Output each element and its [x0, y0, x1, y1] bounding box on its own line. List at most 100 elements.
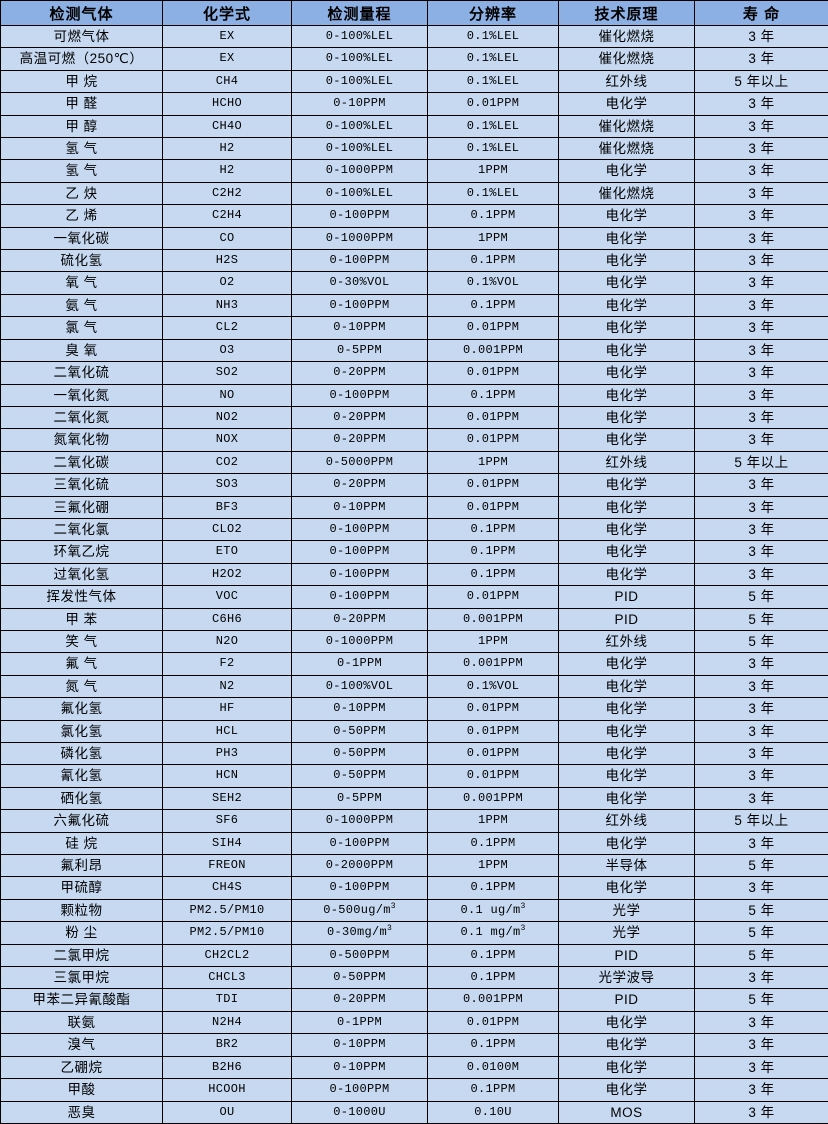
- cell-technology: 电化学: [559, 675, 695, 697]
- cell-formula: N2O: [163, 630, 292, 652]
- cell-technology: 电化学: [559, 384, 695, 406]
- cell-technology: 电化学: [559, 227, 695, 249]
- cell-lifetime: 3 年: [695, 743, 828, 765]
- cell-resolution: 0.1%VOL: [428, 675, 559, 697]
- cell-name: 硅 烷: [1, 832, 163, 854]
- cell-name: 恶臭: [1, 1101, 163, 1123]
- cell-range: 0-100PPM: [292, 384, 428, 406]
- cell-range: 0-10PPM: [292, 317, 428, 339]
- cell-name: 氟化氢: [1, 698, 163, 720]
- cell-formula: PM2.5/PM10: [163, 922, 292, 944]
- cell-lifetime: 3 年: [695, 765, 828, 787]
- cell-name: 氢 气: [1, 138, 163, 160]
- cell-range: 0-100PPM: [292, 294, 428, 316]
- cell-name: 氮 气: [1, 675, 163, 697]
- cell-name: 甲酸: [1, 1079, 163, 1101]
- cell-name: 氢 气: [1, 160, 163, 182]
- column-header-gas-name: 检测气体: [1, 1, 163, 26]
- cell-formula: C2H4: [163, 205, 292, 227]
- cell-lifetime: 3 年: [695, 138, 828, 160]
- cell-range: 0-500PPM: [292, 944, 428, 966]
- cell-range: 0-100%VOL: [292, 675, 428, 697]
- cell-resolution: 0.1%LEL: [428, 138, 559, 160]
- cell-resolution: 0.1PPM: [428, 1079, 559, 1101]
- cell-range: 0-50PPM: [292, 743, 428, 765]
- cell-formula: ETO: [163, 541, 292, 563]
- cell-name: 二氯甲烷: [1, 944, 163, 966]
- cell-technology: 电化学: [559, 653, 695, 675]
- cell-range: 0-20PPM: [292, 989, 428, 1011]
- cell-technology: 电化学: [559, 1056, 695, 1078]
- cell-formula: SIH4: [163, 832, 292, 854]
- cell-technology: 电化学: [559, 877, 695, 899]
- cell-lifetime: 3 年: [695, 720, 828, 742]
- cell-formula: C6H6: [163, 608, 292, 630]
- cell-lifetime: 3 年: [695, 272, 828, 294]
- cell-lifetime: 3 年: [695, 205, 828, 227]
- cell-name: 二氧化硫: [1, 362, 163, 384]
- cell-technology: 电化学: [559, 339, 695, 361]
- cell-formula: BF3: [163, 496, 292, 518]
- cell-lifetime: 3 年: [695, 1034, 828, 1056]
- cell-resolution: 0.1PPM: [428, 205, 559, 227]
- cell-formula: PH3: [163, 743, 292, 765]
- cell-lifetime: 3 年: [695, 1101, 828, 1123]
- cell-technology: 半导体: [559, 855, 695, 877]
- cell-lifetime: 3 年: [695, 675, 828, 697]
- cell-resolution: 0.01PPM: [428, 429, 559, 451]
- cell-technology: 电化学: [559, 474, 695, 496]
- cell-resolution: 0.10U: [428, 1101, 559, 1123]
- cell-name: 三氯甲烷: [1, 967, 163, 989]
- cell-formula: SEH2: [163, 787, 292, 809]
- cell-range: 0-100PPM: [292, 586, 428, 608]
- cell-technology: 电化学: [559, 496, 695, 518]
- cell-resolution: 0.1%VOL: [428, 272, 559, 294]
- cell-lifetime: 3 年: [695, 160, 828, 182]
- cell-technology: 红外线: [559, 451, 695, 473]
- cell-technology: 催化燃烧: [559, 182, 695, 204]
- cell-range: 0-1PPM: [292, 1011, 428, 1033]
- cell-lifetime: 3 年: [695, 48, 828, 70]
- cell-resolution: 0.01PPM: [428, 765, 559, 787]
- cell-formula: FREON: [163, 855, 292, 877]
- cell-range: 0-100PPM: [292, 877, 428, 899]
- cell-name: 溴气: [1, 1034, 163, 1056]
- cell-technology: 电化学: [559, 518, 695, 540]
- cell-name: 一氧化碳: [1, 227, 163, 249]
- cell-formula: CL2: [163, 317, 292, 339]
- cell-lifetime: 5 年以上: [695, 70, 828, 92]
- cell-name: 联氨: [1, 1011, 163, 1033]
- cell-resolution: 0.1%LEL: [428, 70, 559, 92]
- cell-name: 甲苯二异氰酸酯: [1, 989, 163, 1011]
- cell-resolution: 0.1PPM: [428, 877, 559, 899]
- cell-name: 三氧化硫: [1, 474, 163, 496]
- cell-name: 乙 炔: [1, 182, 163, 204]
- cell-resolution: 1PPM: [428, 451, 559, 473]
- cell-name: 甲 烷: [1, 70, 163, 92]
- cell-resolution: 0.01PPM: [428, 93, 559, 115]
- cell-range: 0-100PPM: [292, 832, 428, 854]
- column-header-lifetime: 寿 命: [695, 1, 828, 26]
- cell-lifetime: 3 年: [695, 877, 828, 899]
- cell-formula: CH4O: [163, 115, 292, 137]
